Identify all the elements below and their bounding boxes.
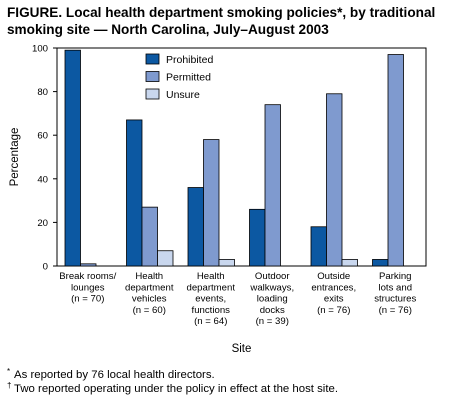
bar-permitted-4	[326, 93, 343, 267]
y-tick-label-1: 20	[37, 218, 48, 229]
bar-prohibited-2	[187, 187, 204, 267]
bar-permitted-1	[141, 206, 158, 267]
bars-group	[64, 49, 404, 267]
plot-frame	[56, 47, 427, 267]
footnotes: * As reported by 76 local health director…	[7, 367, 452, 396]
legend-label-permitted: Permitted	[166, 72, 211, 84]
legend-label-unsure: Unsure	[166, 89, 200, 101]
plot-area	[56, 47, 427, 267]
bar-permitted-3	[264, 104, 281, 267]
legend: Prohibited Permitted Unsure	[145, 53, 213, 101]
y-tick-label-2: 40	[37, 174, 48, 185]
footnote-2-mark: †	[7, 381, 12, 390]
bar-permitted-0	[80, 263, 97, 267]
legend-swatch-permitted	[145, 71, 160, 82]
bar-unsure-1	[157, 250, 174, 267]
bar-prohibited-1	[126, 119, 143, 267]
y-tick-label-0: 0	[43, 262, 48, 273]
y-tick-label-4: 80	[37, 87, 48, 98]
bar-unsure-4	[341, 259, 358, 267]
footnote-1: * As reported by 76 local health director…	[7, 367, 452, 382]
bar-permitted-5	[387, 54, 404, 267]
footnote-2-text: Two reported operating under the policy …	[14, 383, 338, 395]
footnote-1-text: As reported by 76 local health directors…	[14, 369, 215, 381]
category-label-1: Health department vehicles (n = 60)	[125, 271, 174, 316]
category-label-5: Parking lots and structures (n = 76)	[374, 271, 416, 316]
category-label-3: Outdoor walkways, loading docks (n = 39)	[249, 271, 294, 327]
category-label-2: Health department events, functions (n = 64)	[186, 271, 235, 327]
legend-label-prohibited: Prohibited	[166, 54, 213, 66]
bar-unsure-2	[218, 259, 235, 267]
bar-permitted-2	[203, 139, 220, 267]
legend-swatch-prohibited	[145, 53, 160, 65]
bar-prohibited-4	[310, 226, 327, 267]
y-axis-title: Percentage	[9, 128, 21, 187]
chart-title: FIGURE. Local health department smoking …	[7, 5, 436, 37]
bar-prohibited-5	[372, 259, 389, 267]
y-tick-label-3: 60	[37, 131, 48, 142]
category-label-4: Outside entrances, exits (n = 76)	[311, 271, 356, 316]
bar-prohibited-0	[64, 49, 81, 267]
category-label-0: Break rooms/lounges (n = 70)	[59, 271, 116, 305]
legend-swatch-unsure	[145, 88, 160, 100]
bar-prohibited-3	[249, 208, 266, 267]
axes-group: 0 20 40 60 80 100 Break rooms/lounges (n = 70) H…	[9, 44, 417, 356]
footnote-2: † Two reported operating under the policy…	[7, 381, 452, 396]
x-axis-title: Site	[232, 343, 252, 355]
footnote-1-mark: *	[7, 367, 11, 376]
y-tick-label-5: 100	[32, 44, 48, 55]
